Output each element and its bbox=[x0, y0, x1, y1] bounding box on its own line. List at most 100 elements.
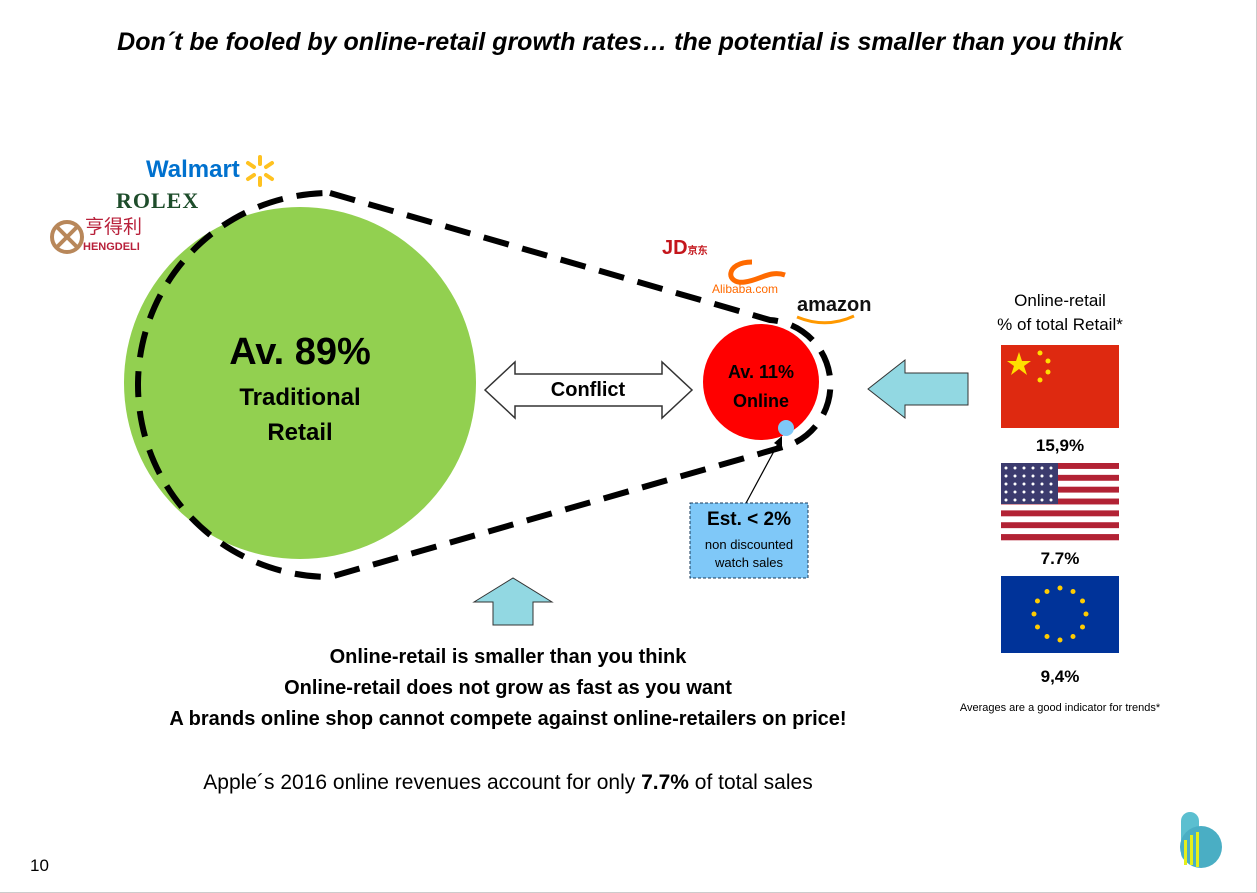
usa-flag-icon bbox=[1001, 463, 1119, 541]
callout-box bbox=[689, 502, 809, 579]
us-flag-star bbox=[1004, 490, 1008, 494]
company-logo bbox=[1180, 812, 1222, 868]
eu-flag-star bbox=[1034, 598, 1040, 604]
eu-flag-star bbox=[1080, 624, 1086, 630]
hengdeli-logo-chinese: 亨得利 bbox=[85, 217, 143, 238]
us-flag-stripe bbox=[1001, 492, 1119, 499]
us-flag-star bbox=[1040, 490, 1044, 494]
us-flag-star bbox=[1031, 490, 1035, 494]
us-flag-stripe bbox=[1001, 468, 1119, 476]
us-flag-star bbox=[1013, 474, 1017, 478]
eu-flag-star bbox=[1083, 611, 1089, 617]
traditional-retail-label-1: Traditional bbox=[239, 384, 361, 411]
conflict-label: Conflict bbox=[550, 379, 626, 401]
us-flag-star bbox=[1013, 498, 1017, 502]
eu-flag-star bbox=[1031, 611, 1037, 617]
online-retail-value: Av. 11% bbox=[727, 362, 795, 382]
us-flag-star bbox=[1013, 490, 1017, 494]
eu-flag-star bbox=[1057, 637, 1063, 643]
callout-pointer bbox=[744, 439, 781, 506]
us-flag-stripe bbox=[1001, 504, 1119, 511]
side-header-1: Online-retail bbox=[1014, 291, 1106, 310]
us-flag-star bbox=[1040, 466, 1044, 470]
us-flag-star bbox=[1022, 490, 1026, 494]
us-flag-stripe bbox=[1001, 480, 1119, 487]
jd-logo: JD京东 bbox=[662, 237, 708, 259]
amazon-logo: amazon bbox=[797, 294, 872, 316]
callout-arrowhead bbox=[774, 436, 782, 448]
eu-flag-star bbox=[1080, 598, 1086, 604]
us-flag-star bbox=[1040, 498, 1044, 502]
side-footnote: Averages are a good indicator for trends… bbox=[959, 702, 1161, 714]
us-flag-star bbox=[1040, 482, 1044, 486]
left-arrow-icon bbox=[867, 358, 969, 420]
us-flag-star bbox=[1031, 474, 1035, 478]
china-value: 15,9% bbox=[1035, 436, 1085, 455]
apple-suffix: of total sales bbox=[688, 771, 813, 794]
up-arrow-icon bbox=[472, 577, 554, 626]
us-flag-stripe bbox=[1001, 528, 1119, 535]
eu-flag-star bbox=[1070, 634, 1076, 640]
online-retail-label: Online bbox=[732, 391, 790, 411]
walmart-spark-icon bbox=[246, 155, 274, 187]
eu-flag-star bbox=[1070, 588, 1076, 594]
us-flag-star bbox=[1004, 466, 1008, 470]
apple-prefix: Apple´s 2016 online revenues account for… bbox=[203, 771, 642, 794]
us-flag-stripe bbox=[1001, 474, 1119, 482]
us-flag-star bbox=[1049, 482, 1053, 486]
jd-suffix: 京东 bbox=[687, 246, 708, 257]
us-flag-star bbox=[1022, 466, 1026, 470]
us-flag-star bbox=[1022, 474, 1026, 478]
us-flag-star bbox=[1040, 474, 1044, 478]
conflict-double-arrow bbox=[483, 360, 694, 420]
us-flag-star bbox=[1049, 498, 1053, 502]
us-flag-star bbox=[1031, 498, 1035, 502]
watch-sales-dot bbox=[778, 420, 794, 436]
us-flag-stripe bbox=[1001, 534, 1119, 541]
us-flag-stripe bbox=[1001, 486, 1119, 493]
hengdeli-emblem-icon bbox=[50, 220, 84, 254]
walmart-logo: Walmart bbox=[146, 156, 240, 183]
us-flag-star bbox=[1013, 466, 1017, 470]
us-flag-stripe bbox=[1001, 522, 1119, 529]
traditional-retail-circle bbox=[124, 207, 476, 559]
us-flag-star bbox=[1031, 482, 1035, 486]
us-flag-star bbox=[1004, 482, 1008, 486]
us-flag-star bbox=[1004, 498, 1008, 502]
us-flag-stripe bbox=[1001, 510, 1119, 517]
bullet-line-3: A brands online shop cannot compete agai… bbox=[169, 708, 847, 730]
eu-value: 9,4% bbox=[1040, 667, 1080, 686]
usa-value: 7.7% bbox=[1040, 549, 1080, 568]
us-flag-star bbox=[1049, 474, 1053, 478]
us-flag-stripe bbox=[1001, 463, 1119, 470]
us-flag-star bbox=[1013, 482, 1017, 486]
china-flag-icon bbox=[1001, 345, 1119, 428]
us-flag-star bbox=[1031, 466, 1035, 470]
us-flag-stripe bbox=[1001, 516, 1119, 523]
us-flag-star bbox=[1049, 490, 1053, 494]
bullet-line-2: Online-retail does not grow as fast as y… bbox=[284, 677, 732, 699]
us-flag-stripe bbox=[1001, 498, 1119, 505]
traditional-retail-label-2: Retail bbox=[267, 419, 333, 446]
slide-title: Don´t be fooled by online-retail growth … bbox=[117, 28, 1123, 56]
eu-flag-icon bbox=[1001, 576, 1119, 653]
side-header-2: % of total Retail* bbox=[997, 315, 1123, 334]
page-number: 10 bbox=[30, 856, 49, 875]
eu-flag-star bbox=[1044, 588, 1050, 594]
rolex-logo: ROLEX bbox=[116, 188, 200, 213]
apple-statement: Apple´s 2016 online revenues account for… bbox=[203, 770, 812, 796]
hengdeli-logo: HENGDELI bbox=[83, 241, 140, 253]
alibaba-swoosh-icon bbox=[728, 259, 786, 285]
traditional-retail-value: Av. 89% bbox=[229, 331, 371, 373]
amazon-smile-icon bbox=[796, 314, 855, 325]
us-flag-star bbox=[1004, 474, 1008, 478]
dashed-market-outline bbox=[135, 189, 834, 581]
eu-flag-star bbox=[1057, 585, 1063, 591]
callout-line-2: watch sales bbox=[715, 555, 783, 570]
eu-flag-star bbox=[1044, 634, 1050, 640]
callout-value: Est. < 2% bbox=[707, 509, 791, 530]
us-flag-star bbox=[1049, 466, 1053, 470]
apple-highlight: 7.7% bbox=[641, 771, 689, 794]
